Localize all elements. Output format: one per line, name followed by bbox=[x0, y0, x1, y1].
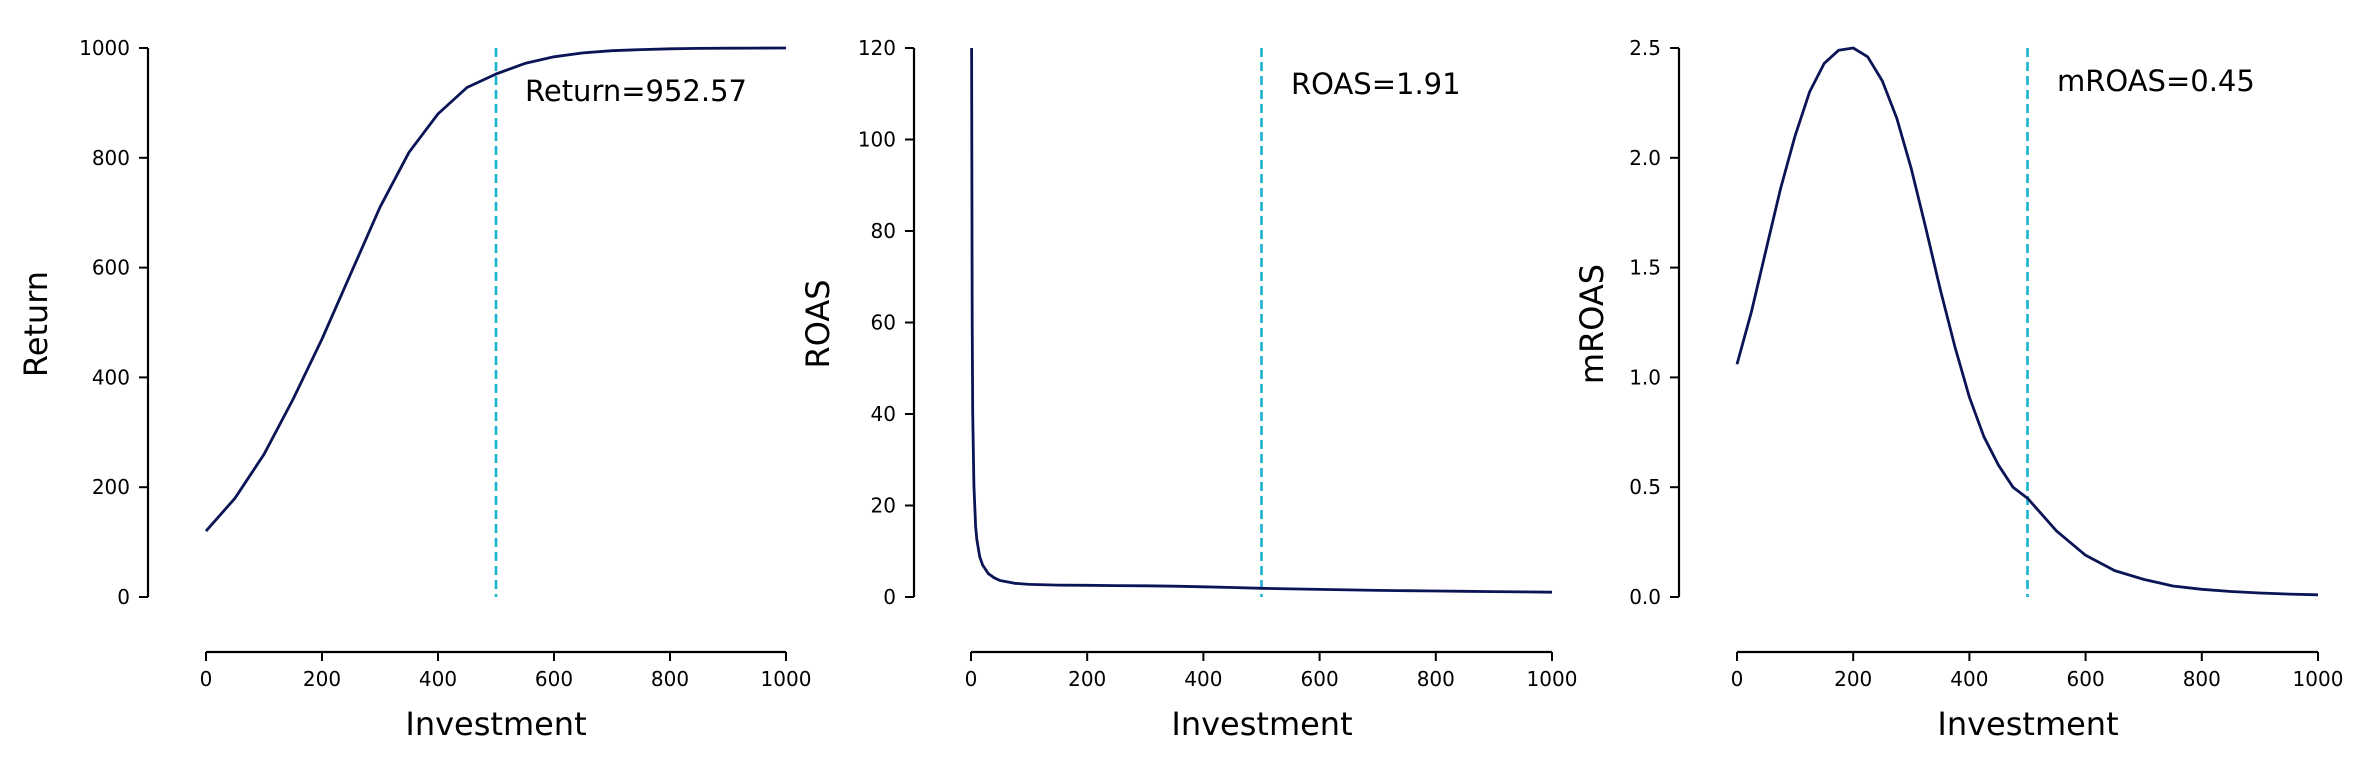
roas-y-tick-label: 60 bbox=[871, 311, 896, 335]
roas-y-tick-label: 40 bbox=[871, 402, 896, 426]
mroas-y-tick-label: 2.5 bbox=[1629, 36, 1661, 60]
return-plot-area: 0 200 400 600 800 1000 0 200 400 600 800 1000 bbox=[79, 36, 811, 691]
mroas-x-axis-title: Investment bbox=[1937, 705, 2118, 743]
roas-x-axis-title: Investment bbox=[1171, 705, 1352, 743]
mroas-plot-area: 0.0 0.5 1.0 1.5 2.0 2.5 0 200 400 600 800 1000 bbox=[1629, 36, 2343, 691]
mroas-panel: 0.0 0.5 1.0 1.5 2.0 2.5 0 200 400 600 800 1000 mROA… bbox=[1573, 36, 2343, 743]
mroas-series-line bbox=[1735, 46, 2319, 597]
roas-x-tick-label: 1000 bbox=[1527, 667, 1578, 691]
return-y-tick-label: 600 bbox=[92, 256, 130, 280]
roas-panel: 0 20 40 60 80 100 120 0 200 400 600 800 1000 ROAS=1.… bbox=[799, 36, 1577, 743]
mroas-x-tick-label: 1000 bbox=[2293, 667, 2344, 691]
return-x-tick-label: 1000 bbox=[761, 667, 812, 691]
mroas-x-tick-label: 0 bbox=[1731, 667, 1744, 691]
roas-plot-area: 0 20 40 60 80 100 120 0 200 400 600 800 1000 bbox=[858, 36, 1578, 691]
roas-y-axis-title: ROAS bbox=[799, 279, 837, 368]
mroas-annotation: mROAS=0.45 bbox=[2057, 64, 2255, 98]
roas-x-tick-label: 200 bbox=[1068, 667, 1106, 691]
mroas-x-tick-label: 600 bbox=[2067, 667, 2105, 691]
mroas-y-tick-label: 1.0 bbox=[1629, 365, 1661, 389]
mroas-x-tick-label: 800 bbox=[2183, 667, 2221, 691]
roas-x-tick-label: 600 bbox=[1301, 667, 1339, 691]
roas-x-tick-label: 0 bbox=[965, 667, 978, 691]
return-y-tick-label: 800 bbox=[92, 146, 130, 170]
roas-y-tick-label: 20 bbox=[871, 494, 896, 518]
mroas-y-tick-label: 0.5 bbox=[1629, 475, 1661, 499]
mroas-y-tick-label: 1.5 bbox=[1629, 256, 1661, 280]
return-x-axis-title: Investment bbox=[405, 705, 586, 743]
return-x-tick-label: 200 bbox=[303, 667, 341, 691]
roas-x-tick-label: 400 bbox=[1184, 667, 1222, 691]
mroas-y-axis-title: mROAS bbox=[1573, 264, 1611, 384]
return-x-tick-label: 400 bbox=[419, 667, 457, 691]
return-x-tick-label: 0 bbox=[200, 667, 213, 691]
return-y-tick-label: 200 bbox=[92, 475, 130, 499]
return-y-tick-label: 1000 bbox=[79, 36, 130, 60]
roas-y-tick-label: 100 bbox=[858, 128, 896, 152]
return-panel: 0 200 400 600 800 1000 0 200 400 600 800 1000 Retur… bbox=[17, 36, 811, 743]
roas-y-tick-label: 120 bbox=[858, 36, 896, 60]
mroas-y-tick-label: 0.0 bbox=[1629, 585, 1661, 609]
return-x-tick-label: 600 bbox=[535, 667, 573, 691]
return-y-axis-title: Return bbox=[17, 271, 55, 377]
roas-series-line bbox=[970, 47, 1553, 594]
return-y-tick-label: 400 bbox=[92, 365, 130, 389]
mroas-x-tick-label: 200 bbox=[1834, 667, 1872, 691]
return-x-tick-label: 800 bbox=[651, 667, 689, 691]
return-series-line bbox=[204, 46, 787, 533]
return-y-tick-label: 0 bbox=[117, 585, 130, 609]
roas-y-tick-label: 80 bbox=[871, 219, 896, 243]
roas-annotation: ROAS=1.91 bbox=[1291, 67, 1461, 101]
mroas-y-tick-label: 2.0 bbox=[1629, 146, 1661, 170]
roas-x-tick-label: 800 bbox=[1417, 667, 1455, 691]
mroas-x-tick-label: 400 bbox=[1950, 667, 1988, 691]
roas-y-tick-label: 0 bbox=[883, 585, 896, 609]
return-annotation: Return=952.57 bbox=[525, 74, 747, 108]
